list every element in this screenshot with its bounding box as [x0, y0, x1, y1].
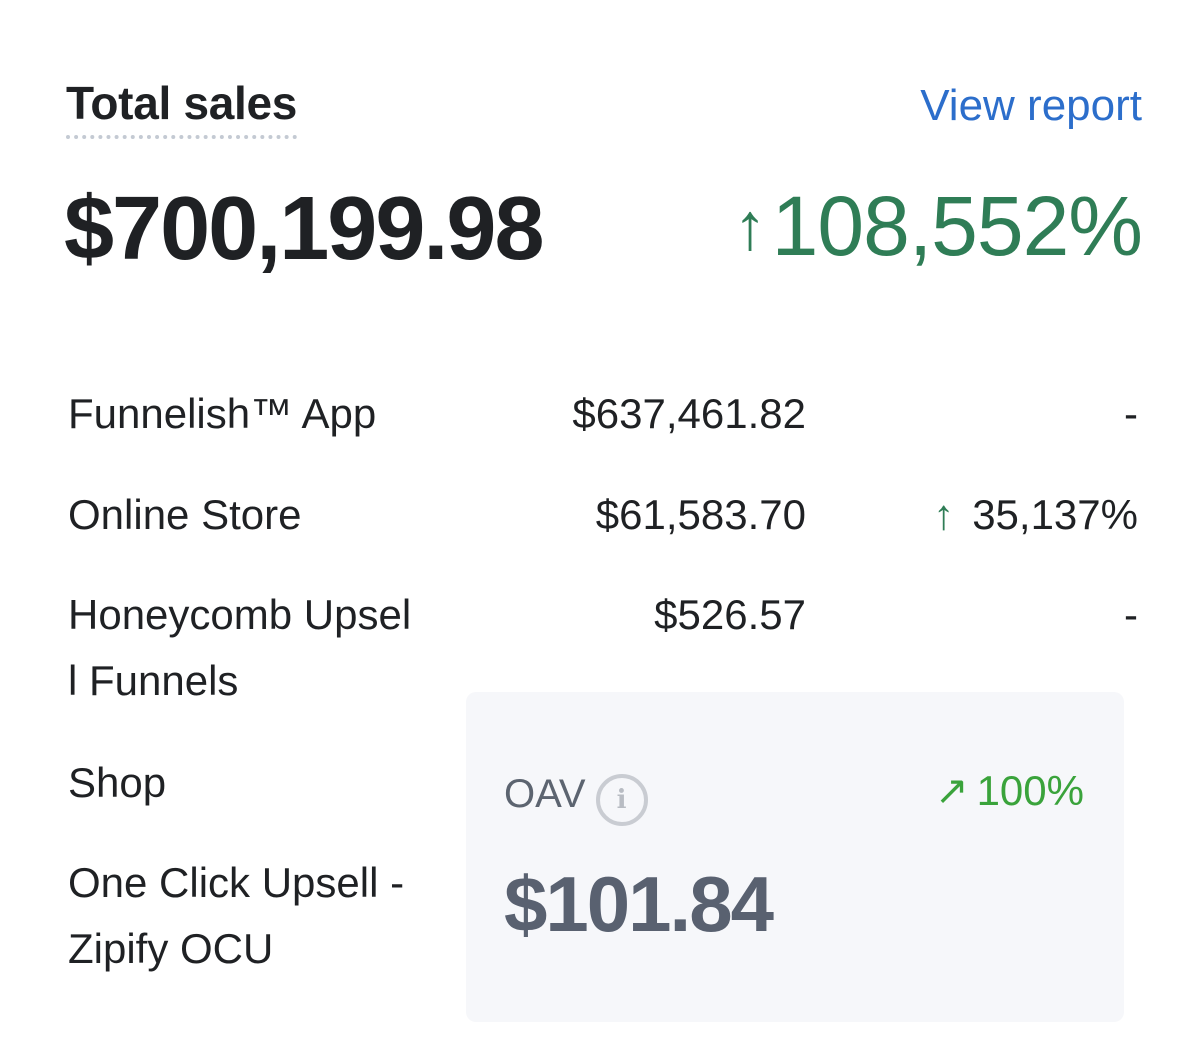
channel-label: One Click Upsell - Zipify OCU: [68, 859, 405, 972]
oav-label: OAV i: [504, 762, 648, 826]
channel-amount: $61,583.70: [595, 491, 806, 538]
channel-change: -: [1106, 381, 1138, 447]
channel-label: Funnelish™ App: [68, 390, 377, 437]
oav-value: $101.84: [504, 860, 774, 948]
channel-change: -: [1106, 582, 1138, 648]
arrow-up-icon: ↑: [933, 491, 955, 538]
arrow-up-icon: ↑: [733, 188, 767, 263]
channel-amount: $526.57: [654, 591, 806, 638]
view-report-link[interactable]: View report: [920, 81, 1142, 130]
oav-label-text: OAV: [504, 772, 586, 816]
channel-label: Honeycomb Upsell Funnels: [68, 591, 412, 704]
oav-card: OAV i ↗ 100% $101.84: [466, 692, 1124, 1022]
channel-change: ↑ 35,137%: [933, 482, 1138, 548]
channel-change-value: -: [1124, 591, 1138, 638]
channel-change-value: -: [1124, 390, 1138, 437]
total-sales-change: ↑ 108,552%: [733, 179, 1143, 273]
total-sales-change-value: 108,552%: [771, 179, 1143, 273]
channel-label: Shop: [68, 759, 167, 806]
oav-change: ↗ 100%: [935, 770, 1084, 812]
info-icon[interactable]: i: [595, 774, 648, 826]
channel-label: Online Store: [68, 491, 302, 538]
arrow-up-right-icon: ↗: [935, 769, 969, 813]
card-title[interactable]: Total sales: [66, 78, 297, 139]
total-sales-value: $700,199.98: [64, 179, 544, 279]
oav-change-value: 100%: [976, 767, 1084, 814]
channel-change-value: 35,137%: [972, 491, 1138, 538]
channel-amount: $637,461.82: [572, 390, 806, 437]
